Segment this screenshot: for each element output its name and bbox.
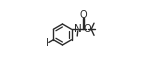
Text: N: N	[74, 24, 82, 34]
Text: O: O	[80, 10, 87, 20]
Text: I: I	[46, 38, 49, 48]
Text: O: O	[83, 24, 91, 34]
